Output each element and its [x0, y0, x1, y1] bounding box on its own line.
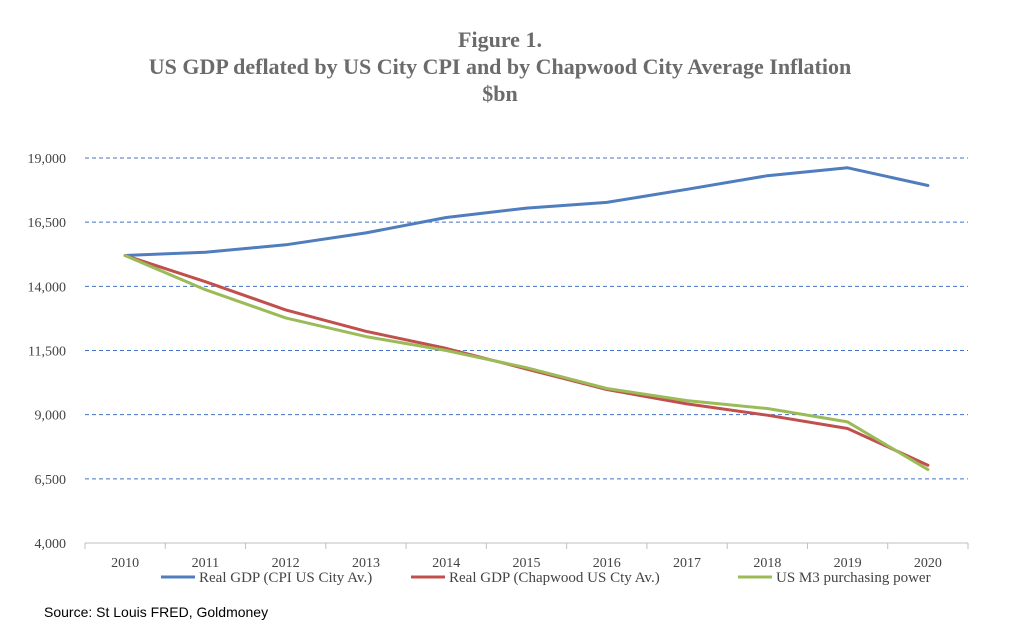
x-tick-label: 2011 [192, 556, 219, 571]
data-point [284, 243, 287, 246]
x-tick-label: 2014 [432, 556, 460, 571]
legend-label: Real GDP (CPI US City Av.) [199, 570, 372, 586]
legend-label: Real GDP (Chapwood US Cty Av.) [449, 570, 660, 586]
series-line-1 [123, 166, 930, 257]
data-point [284, 316, 287, 320]
y-tick-label: 14,000 [28, 280, 67, 295]
data-point [284, 308, 287, 312]
data-point [926, 468, 930, 471]
x-tick-label: 2018 [753, 556, 781, 571]
y-tick-label: 19,000 [28, 152, 67, 167]
data-point [364, 330, 368, 333]
data-point [846, 166, 849, 169]
data-point [926, 464, 930, 467]
data-point [685, 402, 689, 406]
data-point [766, 413, 769, 417]
x-tick-label: 2012 [272, 556, 300, 571]
data-point [685, 399, 689, 402]
y-tick-label: 11,500 [28, 345, 66, 360]
series-line-3 [123, 254, 930, 472]
data-point [445, 349, 448, 352]
data-point [685, 188, 689, 191]
y-tick-label: 9,000 [35, 409, 67, 424]
x-tick-label: 2013 [352, 556, 380, 571]
x-tick-label: 2017 [673, 556, 701, 571]
data-point [204, 280, 207, 283]
x-tick-label: 2010 [111, 556, 139, 571]
data-point [364, 231, 368, 235]
x-tick-label: 2020 [914, 556, 942, 571]
y-tick-label: 4,000 [35, 537, 67, 552]
series-line-2 [123, 254, 930, 467]
data-point [364, 335, 368, 338]
data-point [204, 250, 207, 254]
source-note: Source: St Louis FRED, Goldmoney [44, 604, 269, 620]
chart-subtitle: US GDP deflated by US City CPI and by Ch… [148, 54, 852, 79]
y-tick-label: 16,500 [28, 216, 67, 231]
x-tick-label: 2016 [593, 556, 621, 571]
line-chart: 4,000 6,500 9,000 11,500 14,000 16,500 19,000 2… [28, 152, 969, 586]
data-point [846, 420, 849, 424]
chart-unit: $bn [482, 81, 518, 106]
data-point [766, 174, 769, 177]
data-point [525, 366, 528, 369]
data-point [525, 206, 528, 210]
data-point [926, 184, 930, 187]
y-tick-label: 6,500 [35, 473, 67, 488]
legend-label: US M3 purchasing power [776, 570, 931, 586]
data-point [605, 201, 608, 204]
data-point [846, 427, 849, 430]
data-point [445, 216, 448, 219]
x-tick-label: 2019 [834, 556, 862, 571]
data-point [123, 254, 127, 257]
data-point [766, 407, 769, 410]
chart-title-block: Figure 1. US GDP deflated by US City CPI… [0, 26, 1000, 107]
data-point [605, 387, 608, 390]
x-tick-label: 2015 [513, 556, 541, 571]
chart-title: Figure 1. [458, 27, 542, 52]
data-point [204, 288, 207, 291]
